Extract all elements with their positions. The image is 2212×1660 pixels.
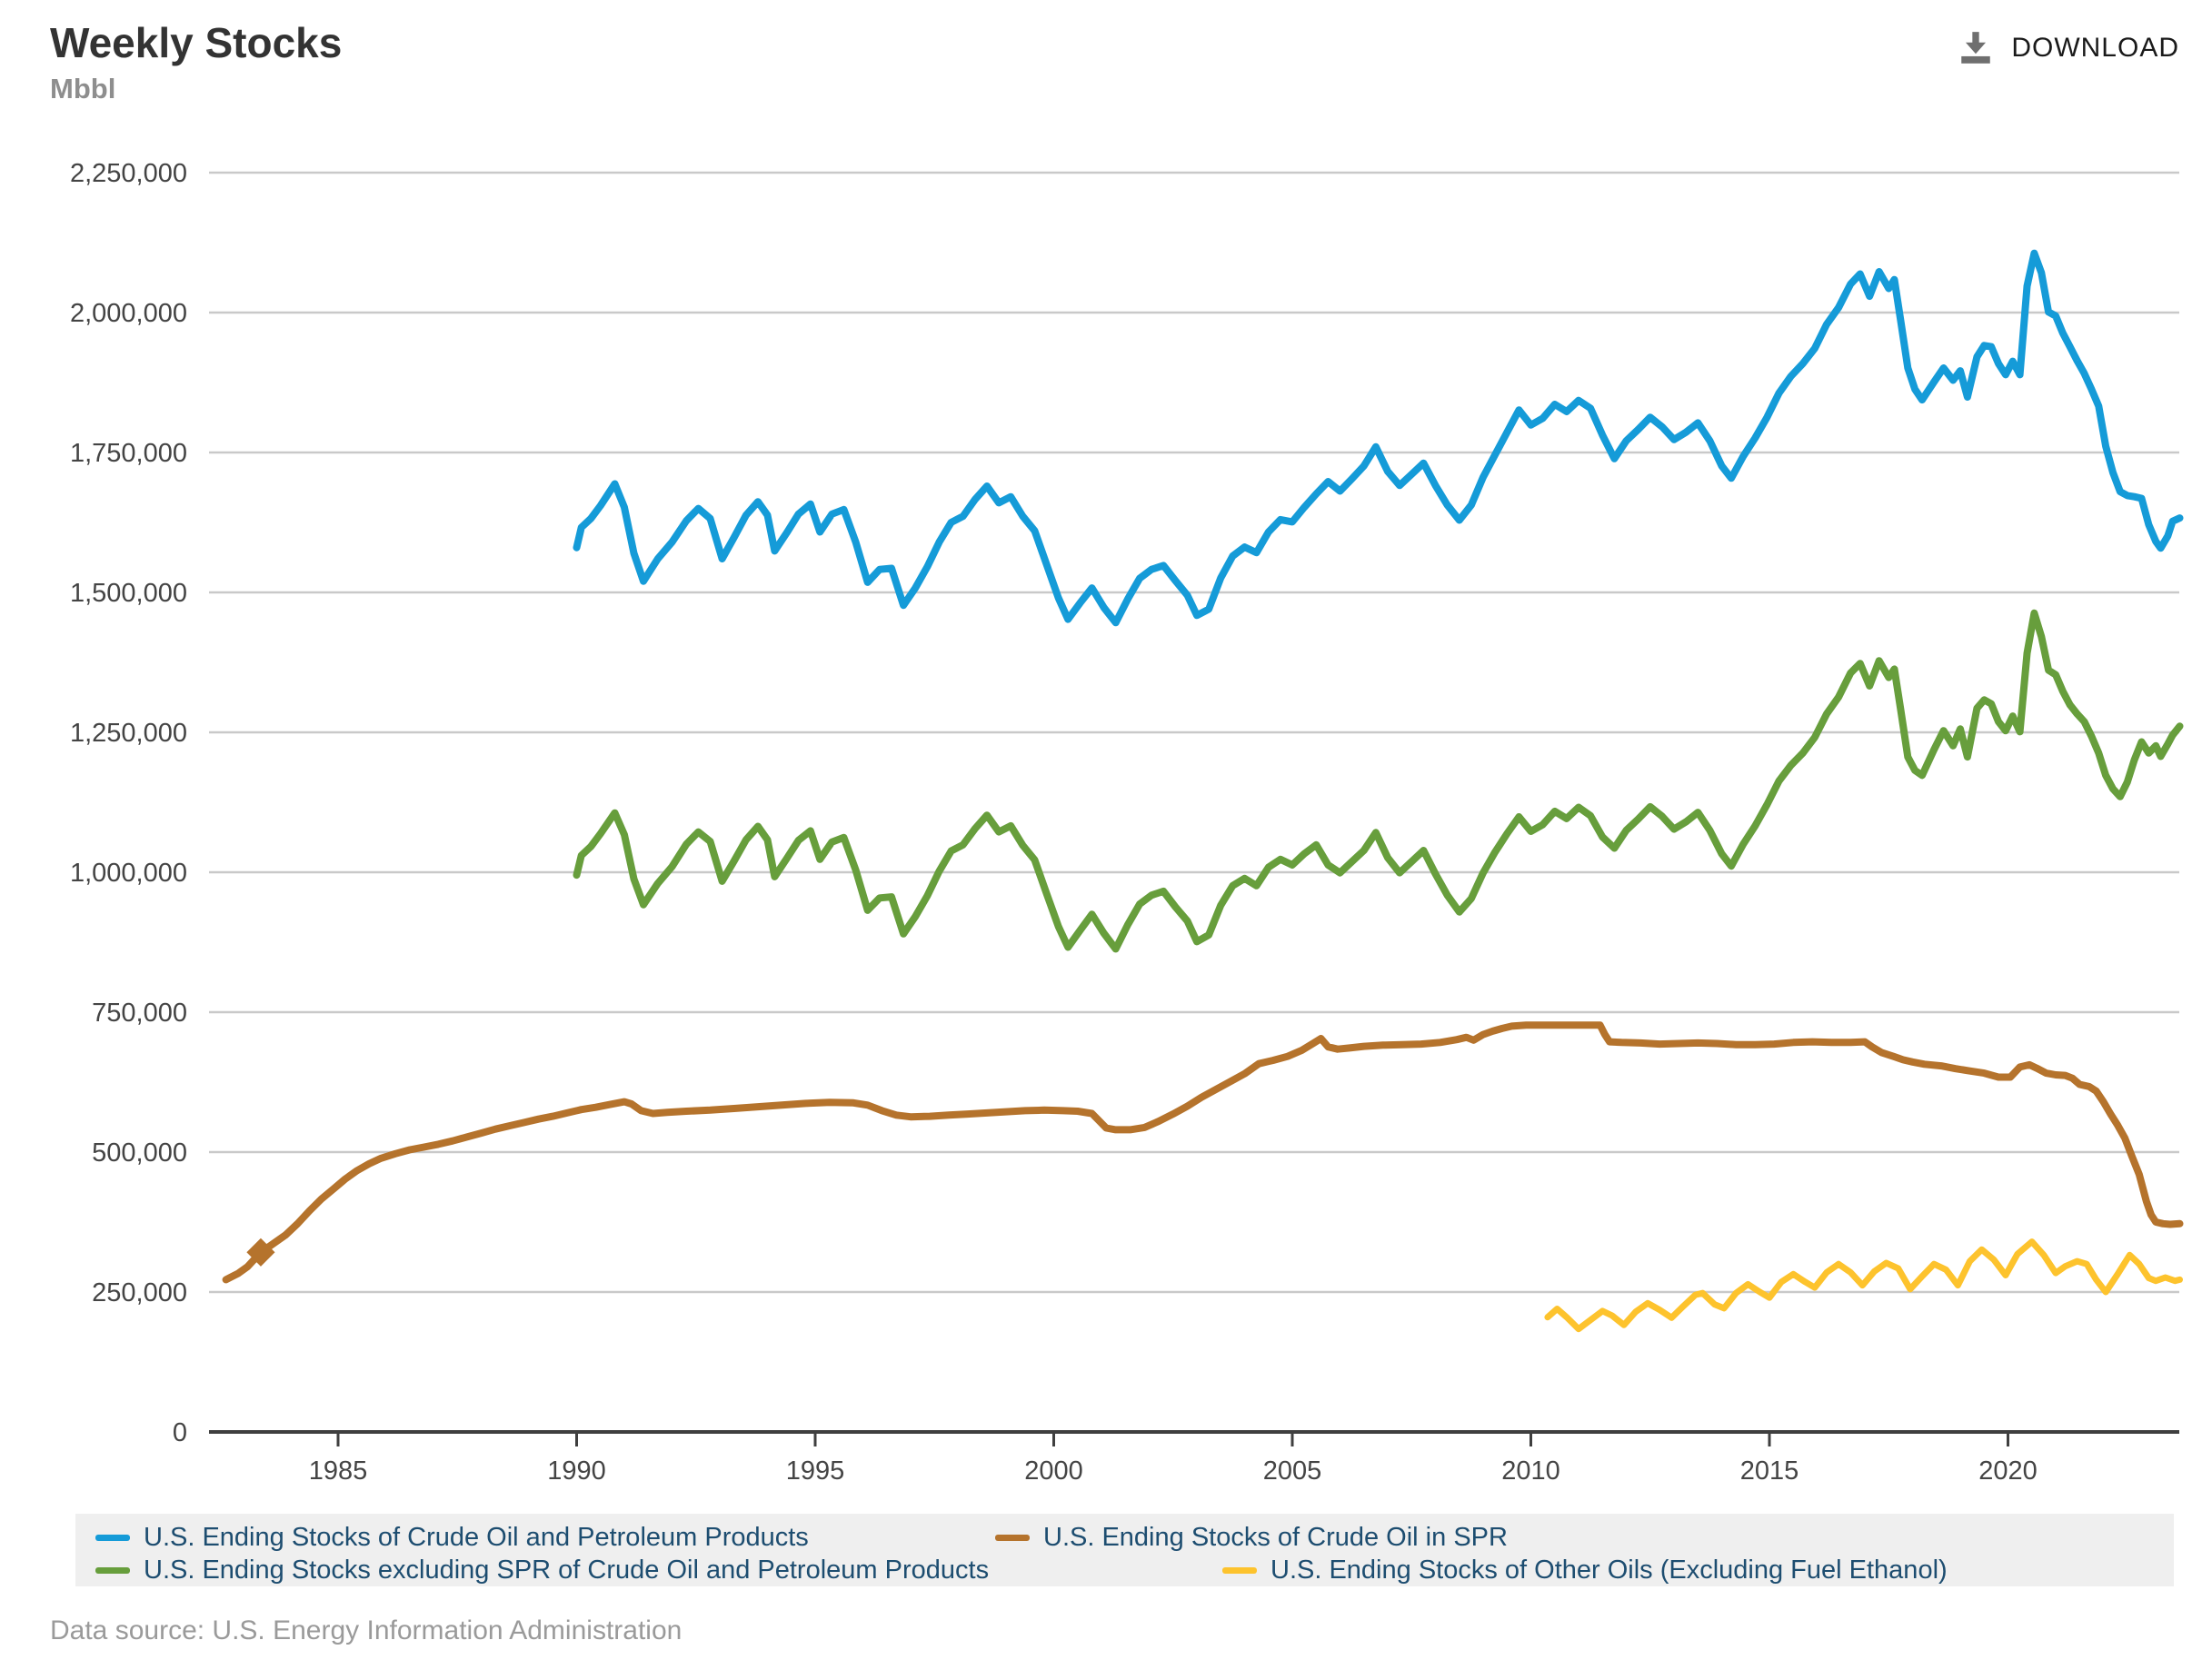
download-icon — [1961, 32, 1991, 64]
legend-label: U.S. Ending Stocks excluding SPR of Crud… — [144, 1556, 990, 1585]
legend-swatch-brown — [995, 1535, 1030, 1541]
series-marker-diamond — [246, 1238, 275, 1267]
legend-swatch-green — [95, 1567, 130, 1574]
y-tick-label: 500,000 — [92, 1138, 187, 1168]
download-button[interactable]: DOWNLOAD — [1948, 24, 2188, 73]
series-line — [222, 1021, 2184, 1284]
x-tick-label: 1995 — [786, 1456, 845, 1486]
legend-item-total-stocks[interactable]: U.S. Ending Stocks of Crude Oil and Petr… — [95, 1523, 809, 1553]
x-tick-label: 1985 — [309, 1456, 368, 1486]
legend-label: U.S. Ending Stocks of Crude Oil and Petr… — [144, 1523, 809, 1552]
data-source-note: Data source: U.S. Energy Information Adm… — [50, 1615, 683, 1645]
y-tick-label: 1,250,000 — [70, 719, 187, 748]
download-label: DOWNLOAD — [2011, 33, 2179, 63]
legend-label: U.S. Ending Stocks of Crude Oil in SPR — [1043, 1523, 1508, 1552]
x-tick-label: 2010 — [1501, 1456, 1560, 1486]
chart-legend: U.S. Ending Stocks of Crude Oil and Petr… — [75, 1514, 2174, 1586]
x-tick-label: 2005 — [1263, 1456, 1322, 1486]
y-axis-unit-label: Mbbl — [50, 73, 116, 104]
y-tick-label: 0 — [173, 1418, 187, 1447]
y-tick-label: 250,000 — [92, 1278, 187, 1307]
x-tick-label: 2000 — [1024, 1456, 1083, 1486]
x-tick-label: 2020 — [1978, 1456, 2038, 1486]
series-line — [1544, 1238, 2183, 1333]
legend-label: U.S. Ending Stocks of Other Oils (Exclud… — [1270, 1556, 1948, 1585]
legend-item-other-oils[interactable]: U.S. Ending Stocks of Other Oils (Exclud… — [1222, 1556, 1948, 1585]
y-tick-label: 750,000 — [92, 999, 187, 1028]
y-tick-label: 1,000,000 — [70, 859, 187, 888]
y-tick-label: 1,500,000 — [70, 579, 187, 608]
y-tick-label: 2,250,000 — [70, 159, 187, 188]
series-line — [573, 249, 2184, 627]
page-title: Weekly Stocks — [50, 19, 343, 66]
legend-item-excl-spr-stocks[interactable]: U.S. Ending Stocks excluding SPR of Crud… — [95, 1556, 989, 1585]
y-tick-label: 1,750,000 — [70, 439, 187, 468]
legend-swatch-yellow — [1222, 1567, 1257, 1574]
y-tick-label: 2,000,000 — [70, 299, 187, 328]
x-tick-label: 2015 — [1740, 1456, 1799, 1486]
legend-item-spr-stocks[interactable]: U.S. Ending Stocks of Crude Oil in SPR — [995, 1523, 1508, 1553]
series-line — [573, 609, 2184, 953]
legend-swatch-blue — [95, 1535, 130, 1541]
x-tick-label: 1990 — [547, 1456, 606, 1486]
